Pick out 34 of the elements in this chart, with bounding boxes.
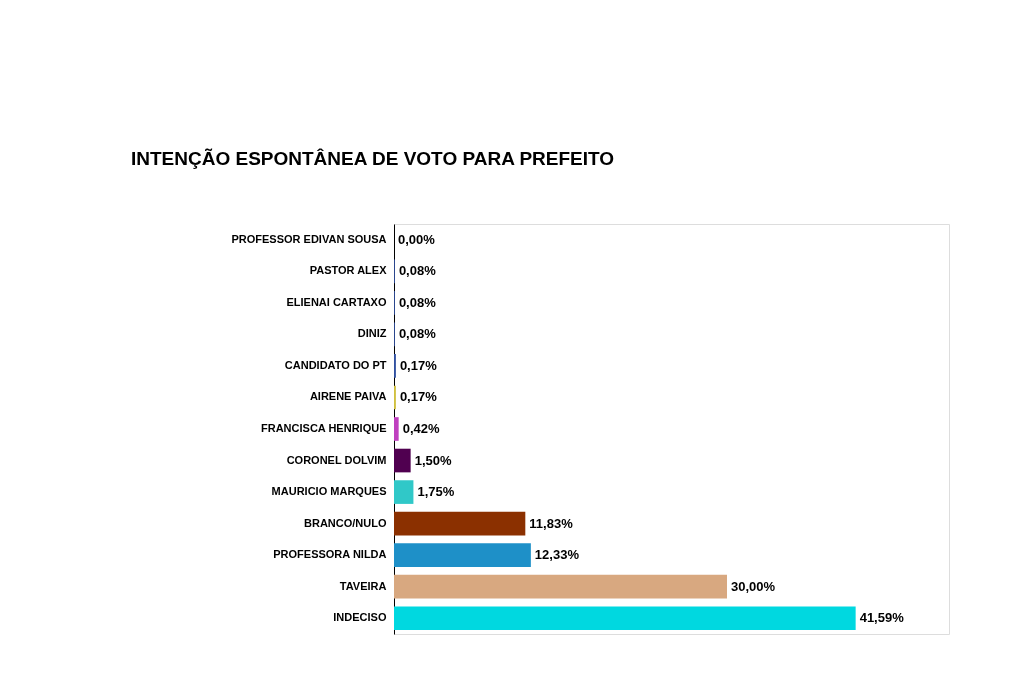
- bar: [394, 480, 414, 504]
- data-label: 12,33%: [534, 547, 580, 563]
- y-tick-label: FRANCISCA HENRIQUE: [261, 422, 387, 434]
- bar: [394, 574, 727, 599]
- y-tick-label: INDECISO: [333, 611, 387, 624]
- y-tick-label: CANDIDATO DO PT: [284, 358, 387, 371]
- data-label: 0,00%: [398, 231, 436, 247]
- data-label: 11,83%: [529, 515, 574, 531]
- y-tick-label: TAVEIRA: [339, 579, 387, 592]
- bar: [394, 606, 856, 631]
- data-label: 0,08%: [398, 294, 437, 310]
- bar: [394, 511, 526, 536]
- y-tick-label: PASTOR ALEX: [309, 264, 388, 277]
- data-label: 1,75%: [417, 484, 455, 500]
- bar: [394, 543, 531, 567]
- y-tick-label: ELIENAI CARTAXO: [286, 295, 387, 308]
- chart-title: INTENÇÃO ESPONTÂNEA DE VOTO PARA PREFEITO: [130, 148, 615, 169]
- data-label: 30,00%: [731, 578, 776, 594]
- data-label: 0,17%: [399, 357, 438, 373]
- y-tick-label: BRANCO/NULO: [304, 516, 387, 529]
- data-label: 0,08%: [398, 263, 437, 279]
- data-label: 1,50%: [414, 452, 452, 468]
- data-label: 0,17%: [399, 389, 438, 405]
- y-tick-label: MAURICIO MARQUES: [271, 485, 387, 498]
- data-label: 0,08%: [398, 326, 437, 342]
- data-label: 41,59%: [859, 610, 905, 626]
- y-tick-label: PROFESSOR EDIVAN SOUSA: [231, 232, 387, 245]
- data-label: 0,42%: [402, 421, 440, 436]
- y-tick-label: PROFESSORA NILDA: [273, 548, 387, 561]
- y-tick-label: CORONEL DOLVIM: [286, 453, 387, 466]
- y-tick-label: DINIZ: [357, 327, 387, 340]
- bar: [394, 417, 399, 441]
- bar: [394, 448, 411, 473]
- y-tick-label: AIRENE PAIVA: [309, 390, 387, 403]
